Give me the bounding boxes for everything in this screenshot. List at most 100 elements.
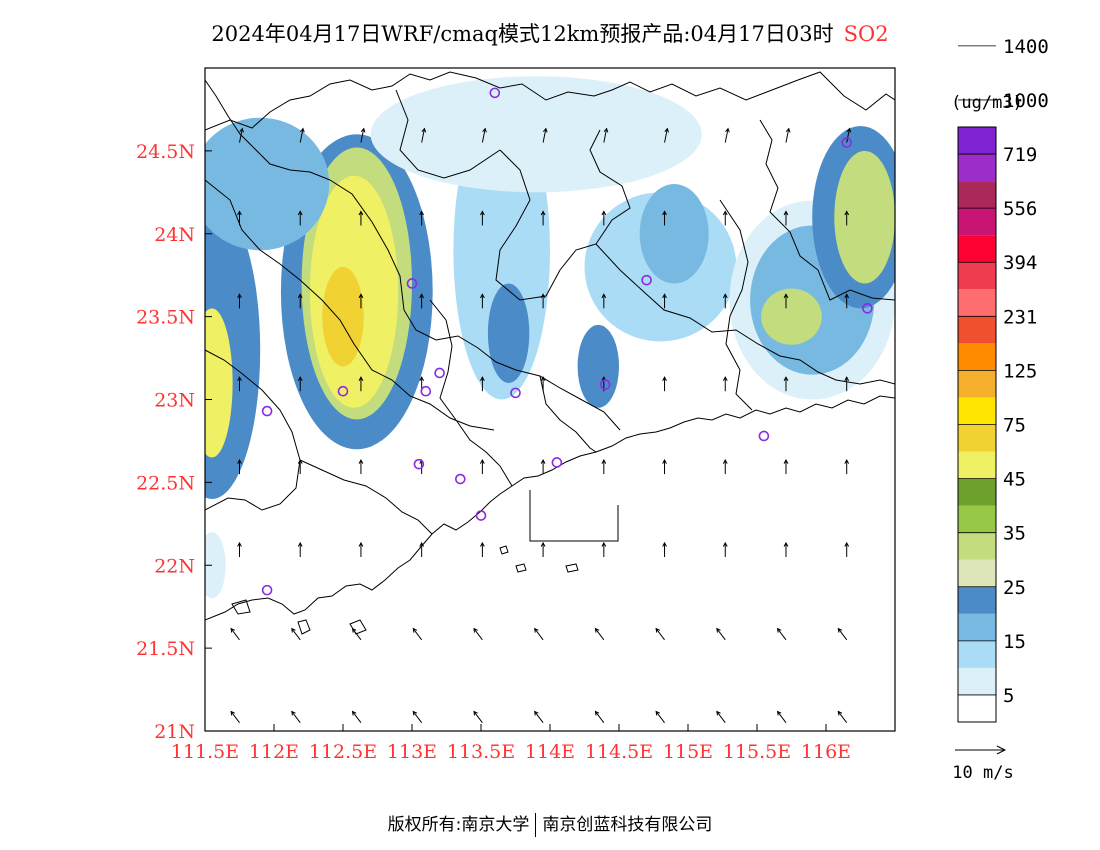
wind-arrow-head bbox=[540, 376, 546, 381]
wind-arrow bbox=[662, 293, 667, 309]
legend-color-bin bbox=[958, 181, 996, 209]
wind-arrow-head bbox=[482, 127, 487, 133]
x-tick-label: 115.5E bbox=[723, 741, 791, 763]
pollution-east-plume-core bbox=[761, 288, 822, 345]
island-1 bbox=[297, 619, 311, 635]
wind-arrow-head bbox=[662, 459, 667, 464]
y-tick-label: 23N bbox=[154, 390, 195, 412]
wind-arrow-head bbox=[358, 376, 364, 381]
wind-arrow-head bbox=[783, 541, 789, 547]
wind-arrow-head bbox=[783, 376, 789, 381]
wind-arrow-head bbox=[358, 210, 364, 216]
monitoring-stations bbox=[261, 87, 873, 596]
station-marker bbox=[641, 274, 652, 286]
wind-arrow-shaft bbox=[716, 711, 726, 724]
wind-arrow-shaft bbox=[473, 711, 483, 724]
wind-arrow bbox=[783, 459, 789, 475]
station-marker bbox=[406, 278, 418, 289]
island-3 bbox=[499, 545, 509, 555]
wind-arrow-head bbox=[540, 459, 546, 464]
legend-color-bin bbox=[958, 397, 996, 425]
wind-arrow-head bbox=[351, 710, 357, 716]
legend-color-bin bbox=[958, 208, 996, 236]
station-marker bbox=[413, 458, 425, 470]
wind-arrow-head bbox=[419, 210, 425, 216]
wind-arrow-shaft bbox=[473, 628, 483, 641]
wind-arrow-shaft bbox=[412, 711, 423, 724]
legend-label: 5 bbox=[1003, 685, 1014, 707]
wind-arrow bbox=[297, 293, 303, 309]
pollution-main-plume-core bbox=[322, 266, 364, 367]
wind-arrow-head bbox=[421, 127, 427, 133]
island-4 bbox=[515, 563, 527, 573]
wind-arrow bbox=[594, 627, 605, 641]
station-marker bbox=[434, 367, 445, 379]
wind-arrow bbox=[655, 627, 665, 641]
wind-arrow bbox=[844, 376, 850, 392]
wind-arrow-head bbox=[230, 710, 235, 716]
legend-color-bin bbox=[958, 154, 996, 182]
wind-arrow bbox=[239, 127, 244, 143]
wind-arrow bbox=[230, 710, 240, 724]
wind-arrow-head bbox=[291, 710, 296, 716]
wind-arrow-shaft bbox=[595, 628, 605, 641]
wind-arrow bbox=[291, 627, 301, 641]
wind-arrow-head bbox=[419, 541, 425, 547]
x-tick-label: 113E bbox=[387, 741, 437, 763]
station-marker bbox=[420, 385, 432, 397]
wind-arrow-head bbox=[844, 293, 850, 299]
x-tick-label: 116E bbox=[801, 741, 851, 763]
legend-label: 1000 bbox=[1003, 90, 1049, 112]
title-main: 2024年04月17日WRF/cmaq模式12km预报产品:04月17日03时 bbox=[211, 22, 834, 46]
wind-arrow-shaft bbox=[239, 128, 243, 143]
legend-color-bin bbox=[958, 235, 996, 263]
wind-arrow-shaft bbox=[299, 128, 304, 143]
y-tick-label: 22.5N bbox=[136, 472, 195, 494]
wind-arrow-head bbox=[594, 710, 600, 716]
x-tick-label: 111.5E bbox=[171, 741, 239, 763]
wind-arrow-head bbox=[603, 127, 609, 133]
wind-arrow bbox=[844, 459, 850, 475]
wind-arrow-head bbox=[655, 627, 660, 633]
wind-arrow-head bbox=[716, 710, 721, 716]
wind-arrow-shaft bbox=[724, 128, 729, 143]
wind-arrow-head bbox=[297, 210, 303, 216]
legend-label: 35 bbox=[1003, 523, 1026, 545]
y-tick-label: 24N bbox=[154, 224, 195, 246]
wind-arrow-head bbox=[783, 210, 789, 216]
wind-arrow-head bbox=[237, 293, 242, 299]
wind-arrow-head bbox=[601, 210, 607, 216]
legend-color-bin bbox=[958, 613, 996, 641]
wind-arrow bbox=[783, 210, 789, 226]
legend-color-bin bbox=[958, 262, 996, 290]
province-border-north bbox=[205, 71, 895, 131]
wind-arrow-head bbox=[297, 459, 303, 464]
wind-arrow-head bbox=[419, 376, 425, 381]
legend-color-bin bbox=[958, 316, 996, 344]
station-marker bbox=[489, 87, 501, 99]
wind-arrow-shaft bbox=[664, 128, 668, 143]
wind-arrow-head bbox=[412, 627, 418, 633]
map-figure: 111.5E 112E 112.5E 113E 113.5E 114E 114.5E 115E… bbox=[136, 36, 1049, 783]
pollution-south-east-core bbox=[577, 324, 619, 408]
so2-concentration-layer bbox=[205, 76, 895, 599]
wind-arrow bbox=[601, 293, 607, 309]
wind-arrow-head bbox=[785, 127, 791, 133]
wind-arrow bbox=[473, 627, 483, 641]
wind-arrow-head bbox=[237, 376, 242, 381]
company-text: 南京创蓝科技有限公司 bbox=[542, 815, 713, 835]
wind-arrow bbox=[237, 541, 242, 557]
wind-arrow bbox=[480, 210, 485, 226]
x-tick-label: 115E bbox=[663, 741, 713, 763]
wind-arrow bbox=[601, 541, 607, 557]
wind-arrow-shaft bbox=[534, 628, 544, 641]
wind-arrow bbox=[237, 293, 242, 309]
wind-arrow-head bbox=[358, 459, 364, 464]
legend-label: 45 bbox=[1003, 469, 1026, 491]
title-species: SO2 bbox=[843, 22, 889, 46]
wind-arrow-shaft bbox=[412, 628, 423, 641]
wind-arrow-head bbox=[473, 627, 478, 633]
axis-ticks: 111.5E 112E 112.5E 113E 113.5E 114E 114.5E 115E… bbox=[136, 141, 851, 763]
wind-arrow-shaft bbox=[481, 128, 486, 143]
wind-arrow bbox=[421, 127, 427, 143]
